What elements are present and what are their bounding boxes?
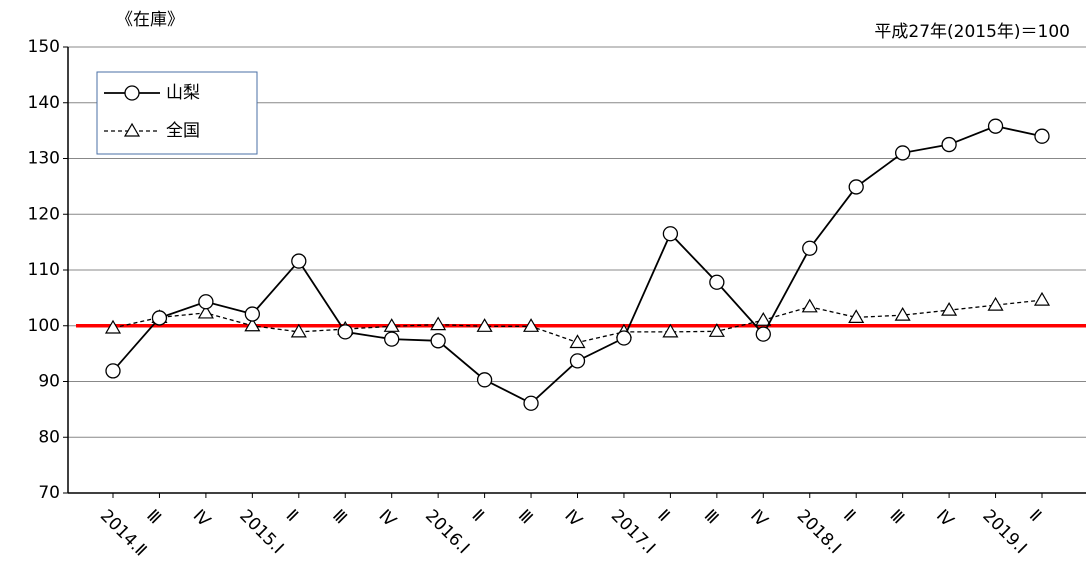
point [569, 353, 586, 369]
x-tick-label: Ⅱ [468, 506, 488, 526]
point [383, 318, 400, 332]
x-tick-label: Ⅲ [328, 506, 350, 528]
x-tick-label: Ⅲ [700, 506, 722, 528]
x-tick-label: 2015.Ⅰ [235, 506, 287, 558]
x-tick-label: 2018.Ⅰ [793, 506, 845, 558]
y-tick-label: 110 [28, 260, 60, 280]
x-tick-label: Ⅱ [839, 506, 859, 526]
point [755, 311, 772, 326]
x-tick-label: Ⅱ [1025, 506, 1045, 526]
point [198, 294, 214, 310]
y-tick-label: 100 [28, 316, 60, 336]
legend-label: 山梨 [166, 83, 200, 103]
point [895, 145, 911, 161]
point [1033, 291, 1051, 306]
point [291, 253, 307, 269]
y-tick-label: 140 [28, 93, 60, 113]
point [848, 309, 865, 323]
x-tick-label: Ⅳ [189, 506, 214, 531]
x-tick-label: 2014.Ⅱ [96, 506, 150, 560]
point [755, 326, 771, 342]
x-tick-label: 2016.Ⅰ [421, 506, 473, 558]
x-tick-label: Ⅱ [653, 506, 673, 526]
unit-label: 《在庫》 [116, 10, 184, 30]
point [941, 136, 957, 153]
point [662, 226, 679, 242]
point [708, 323, 725, 337]
x-tick-label: 2017.Ⅰ [607, 506, 659, 558]
point [848, 179, 864, 195]
x-tick-label: Ⅲ [886, 506, 908, 528]
x-tick-label: Ⅲ [514, 506, 536, 528]
point [523, 318, 540, 332]
point [123, 122, 141, 137]
point [801, 298, 818, 313]
point [616, 330, 632, 346]
point [337, 324, 353, 340]
note: 平成27年(2015年)＝100 [874, 22, 1070, 42]
point [802, 240, 818, 256]
x-tick-label: Ⅲ [142, 506, 164, 528]
point [662, 323, 679, 338]
point [476, 318, 493, 332]
y-tick-label: 130 [28, 149, 60, 169]
x-tick-label: Ⅱ [282, 506, 302, 526]
point [430, 316, 447, 331]
legend-box [96, 71, 258, 155]
x-tick-label: 2019.Ⅰ [978, 506, 1030, 558]
point [124, 85, 140, 101]
point [709, 274, 725, 290]
y-tick-label: 150 [28, 37, 60, 57]
point [105, 363, 121, 379]
y-tick-label: 80 [38, 427, 60, 447]
y-tick-label: 120 [28, 204, 60, 224]
point [197, 304, 214, 319]
point [987, 118, 1004, 134]
point [476, 372, 493, 388]
legend-label: 全国 [166, 121, 200, 141]
x-tick-label: Ⅳ [560, 506, 585, 531]
point [430, 333, 446, 349]
point [894, 306, 911, 321]
x-tick-label: Ⅳ [375, 506, 400, 531]
point [384, 331, 400, 347]
point [987, 296, 1004, 311]
point [151, 310, 168, 326]
y-tick-label: 90 [38, 372, 60, 392]
y-tick-label: 70 [38, 483, 60, 503]
x-tick-label: Ⅳ [932, 506, 957, 531]
point [244, 306, 261, 322]
point [290, 323, 307, 338]
point [569, 334, 586, 349]
point [104, 319, 122, 334]
point [941, 301, 958, 316]
point [244, 317, 261, 332]
x-tick-label: Ⅳ [746, 506, 771, 531]
point [523, 395, 539, 411]
point [1034, 128, 1050, 144]
